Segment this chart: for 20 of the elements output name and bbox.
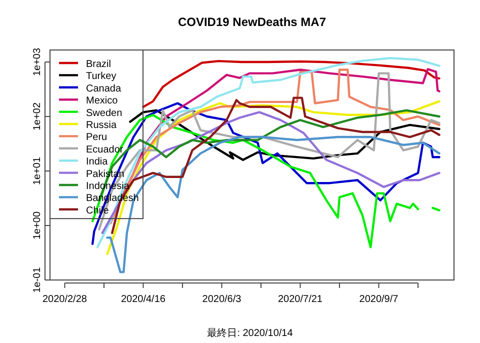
x-tick-label: 2020/6/3 (202, 294, 242, 305)
legend-label: Turkey (86, 71, 116, 82)
y-tick-label: 1e+00 (32, 211, 43, 240)
chart-title: COVID19 NewDeaths MA7 (178, 15, 326, 29)
legend-label: Sweden (86, 108, 122, 119)
y-tick-label: 1e-01 (32, 266, 43, 293)
x-tick-label: 2020/4/16 (120, 294, 166, 305)
x-tick-label: 2020/9/7 (359, 294, 399, 305)
text: 最終日: 2020/10/14 (207, 327, 294, 339)
y-tick-label: 1e+02 (32, 102, 43, 131)
x-tick-label: 2020/2/28 (42, 294, 88, 305)
x-tick-label: 2020/7/21 (278, 294, 323, 305)
y-tick-label: 1e+03 (32, 48, 43, 76)
legend-label: Mexico (86, 96, 118, 107)
legend-label: Peru (86, 132, 108, 144)
legend-label: Brazil (86, 59, 112, 70)
y-tick-label: 1e+01 (32, 156, 43, 186)
legend-label: Russia (86, 120, 118, 131)
legend-label: Canada (86, 83, 122, 94)
legend-label: India (86, 156, 108, 168)
